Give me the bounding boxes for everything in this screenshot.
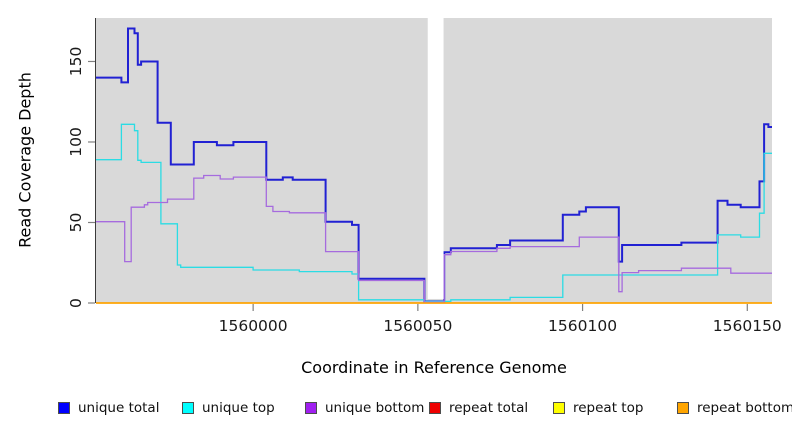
series-line-unique-bottom (96, 174, 772, 303)
legend-item-unique-top: unique top (182, 400, 275, 416)
x-tick-label: 1560100 (548, 317, 617, 335)
series-line-unique-top (96, 123, 772, 303)
x-tick-label: 1560050 (383, 317, 452, 335)
legend-label: unique top (202, 400, 275, 416)
legend-swatch-repeat-top (553, 402, 565, 414)
legend-item-unique-total: unique total (58, 400, 160, 416)
x-axis-title: Coordinate in Reference Genome (301, 358, 567, 377)
x-tick-label: 1560000 (219, 317, 288, 335)
legend-label: repeat top (573, 400, 644, 416)
legend-label: repeat total (449, 400, 529, 416)
y-tick-label: 0 (67, 298, 85, 308)
legend-swatch-unique-total (58, 402, 70, 414)
legend-label: unique total (78, 400, 160, 416)
y-tick-label: 50 (67, 213, 85, 233)
x-tick-label: 1560150 (713, 317, 782, 335)
legend: unique total unique top unique bottom repea… (0, 400, 792, 423)
legend-swatch-repeat-bottom (677, 402, 689, 414)
legend-label: unique bottom (325, 400, 425, 416)
legend-item-repeat-top: repeat top (553, 400, 644, 416)
legend-swatch-repeat-total (429, 402, 441, 414)
legend-swatch-unique-bottom (305, 402, 317, 414)
y-tick-label: 100 (67, 127, 85, 157)
legend-swatch-unique-top (182, 402, 194, 414)
legend-item-repeat-bottom: repeat bottom (677, 400, 792, 416)
y-axis-title: Read Coverage Depth (15, 72, 35, 248)
no-data-mask (427, 16, 444, 299)
y-tick-label: 150 (67, 47, 85, 77)
legend-item-unique-bottom: unique bottom (305, 400, 425, 416)
legend-item-repeat-total: repeat total (429, 400, 529, 416)
plot-svg: 0 50 100 150 1560000 1560050 1560100 1560150 (67, 16, 782, 335)
legend-label: repeat bottom (697, 400, 792, 416)
